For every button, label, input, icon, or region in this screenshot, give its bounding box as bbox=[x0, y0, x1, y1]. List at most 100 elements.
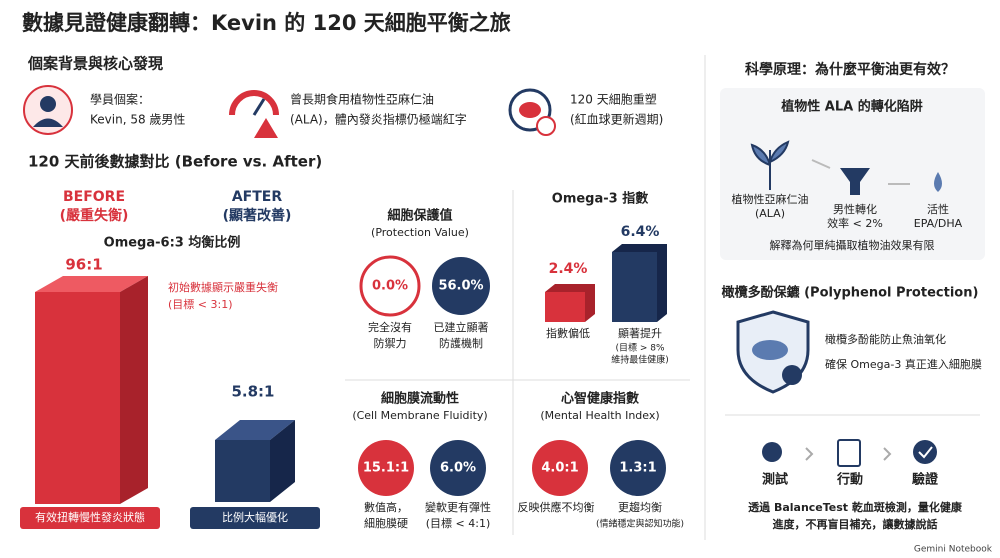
after-label: AFTER bbox=[232, 189, 283, 205]
caption: 防禦力 bbox=[374, 336, 407, 350]
step-text: 活性 bbox=[927, 202, 949, 216]
step-label: 測試 bbox=[762, 472, 788, 488]
after-value: 56.0% bbox=[438, 279, 483, 294]
before-value: 15.1:1 bbox=[363, 461, 409, 476]
after-circle bbox=[432, 257, 490, 315]
before-value: 2.4% bbox=[549, 261, 588, 277]
step-text: 男性轉化 bbox=[833, 202, 877, 216]
panel-subtitle: (Mental Health Index) bbox=[540, 409, 659, 422]
before-bar bbox=[545, 284, 595, 322]
cycle-icon bbox=[519, 102, 541, 118]
gauge-icon bbox=[252, 98, 266, 116]
step-text: 效率 < 2% bbox=[827, 216, 883, 230]
badge-text: 比例大幅優化 bbox=[222, 510, 288, 524]
after-status: (顯著改善) bbox=[223, 207, 292, 224]
panel-title: 細胞保護值 bbox=[387, 208, 452, 224]
caption: 指數偏低 bbox=[546, 326, 590, 340]
caption: 防護機制 bbox=[439, 336, 483, 350]
before-bar bbox=[35, 276, 148, 292]
card-title: 植物性 ALA 的轉化陷阱 bbox=[780, 99, 922, 115]
plant-icon bbox=[750, 140, 790, 190]
ratio-title: Omega-6:3 均衡比例 bbox=[104, 235, 241, 251]
after-bar bbox=[612, 252, 657, 322]
title: 數據見證健康翻轉：Kevin 的 120 天細胞平衡之旅 bbox=[22, 11, 511, 35]
after-bar bbox=[270, 420, 295, 502]
action-icon bbox=[837, 439, 861, 467]
panel-subtitle: (Cell Membrane Fluidity) bbox=[352, 409, 487, 422]
before-value: 96:1 bbox=[65, 256, 102, 274]
caption: 細胞膜硬 bbox=[364, 517, 408, 530]
before-bar bbox=[545, 292, 585, 322]
badge-text: 有效扭轉慢性發炎狀態 bbox=[35, 510, 145, 524]
footer: Gemini Notebook bbox=[914, 545, 993, 555]
step-label: 行動 bbox=[836, 472, 863, 488]
warning-icon bbox=[254, 118, 278, 138]
caption: 反映供應不均衡 bbox=[518, 500, 595, 514]
leaf-icon bbox=[782, 365, 802, 385]
before-value: 0.0% bbox=[372, 279, 408, 294]
caption: (情緒穩定與認知功能) bbox=[596, 518, 684, 530]
before-bar bbox=[120, 276, 148, 504]
panel-title: 細胞膜流動性 bbox=[381, 391, 459, 407]
verify-icon bbox=[913, 440, 937, 464]
item-text: 學員個案： bbox=[90, 92, 150, 107]
note: 初始數據顯示嚴重失衡 bbox=[168, 280, 278, 294]
item-text: Kevin, 58 歲男性 bbox=[90, 113, 185, 127]
after-bar bbox=[612, 244, 667, 322]
item-text: 120 天細胞重塑 bbox=[570, 92, 657, 107]
after-circle bbox=[610, 440, 666, 496]
section-heading: 120 天前後數據對比 (Before vs. After) bbox=[28, 153, 322, 171]
after-value: 6.4% bbox=[621, 224, 660, 240]
item-text: 曾長期食用植物性亞麻仁油 bbox=[290, 92, 434, 107]
drop-icon bbox=[934, 172, 942, 192]
item-text: (ALA)，體內發炎指標仍極端紅字 bbox=[290, 112, 467, 127]
cycle-icon bbox=[508, 88, 552, 132]
process-text: 進度，不再盲目補充，讓數據說話 bbox=[773, 517, 938, 531]
process-text: 透過 BalanceTest 乾血斑檢測，量化健康 bbox=[748, 500, 963, 514]
after-circle bbox=[430, 440, 486, 496]
arrow bbox=[811, 159, 831, 169]
before-circle bbox=[358, 440, 414, 496]
badge bbox=[20, 507, 160, 529]
step-text: EPA/DHA bbox=[914, 217, 963, 230]
badge bbox=[190, 507, 320, 529]
step-label: 驗證 bbox=[912, 472, 939, 488]
section-heading: 科學原理：為什麼平衡油更有效？ bbox=[745, 61, 955, 78]
caption: 維持最佳健康) bbox=[611, 354, 669, 366]
card-text: 橄欖多酚能防止魚油氧化 bbox=[825, 332, 946, 346]
caption: 更趨均衡 bbox=[618, 500, 662, 514]
step-text: 植物性亞麻仁油 bbox=[732, 192, 809, 206]
before-status: (嚴重失衡) bbox=[60, 207, 129, 224]
section-heading: 個案背景與核心發現 bbox=[27, 55, 163, 73]
funnel-icon bbox=[840, 168, 870, 195]
after-bar bbox=[215, 440, 270, 502]
fish-icon bbox=[752, 340, 788, 360]
caption: 顯著提升 bbox=[618, 326, 662, 340]
caption: 變軟更有彈性 bbox=[425, 500, 491, 514]
panel-title: Omega-3 指數 bbox=[552, 191, 648, 207]
verify-icon bbox=[918, 446, 933, 459]
step-text: (ALA) bbox=[755, 207, 785, 220]
person-icon bbox=[40, 96, 56, 112]
caption: (目標 < 4:1) bbox=[426, 516, 491, 530]
clock-icon bbox=[536, 116, 556, 136]
after-value: 5.8:1 bbox=[231, 383, 274, 401]
after-bar bbox=[215, 420, 295, 440]
before-label: BEFORE bbox=[63, 189, 125, 205]
gauge-icon bbox=[229, 90, 279, 116]
before-value: 4.0:1 bbox=[541, 461, 578, 476]
panel-subtitle: (Protection Value) bbox=[371, 226, 469, 239]
before-circle bbox=[532, 440, 588, 496]
caption: (目標 > 8% bbox=[615, 342, 665, 354]
caption: 已建立顯著 bbox=[434, 320, 489, 334]
test-icon bbox=[762, 442, 782, 462]
arrow bbox=[805, 447, 892, 461]
caption: 數值高， bbox=[364, 500, 408, 514]
card-text: 確保 Omega-3 真正進入細胞膜 bbox=[825, 357, 982, 371]
after-value: 1.3:1 bbox=[619, 461, 656, 476]
item-text: (紅血球更新週期) bbox=[570, 112, 663, 127]
card-title: 橄欖多酚保鑣 (Polyphenol Protection) bbox=[722, 285, 979, 301]
before-bar bbox=[35, 292, 120, 504]
caption: 完全沒有 bbox=[368, 320, 412, 334]
